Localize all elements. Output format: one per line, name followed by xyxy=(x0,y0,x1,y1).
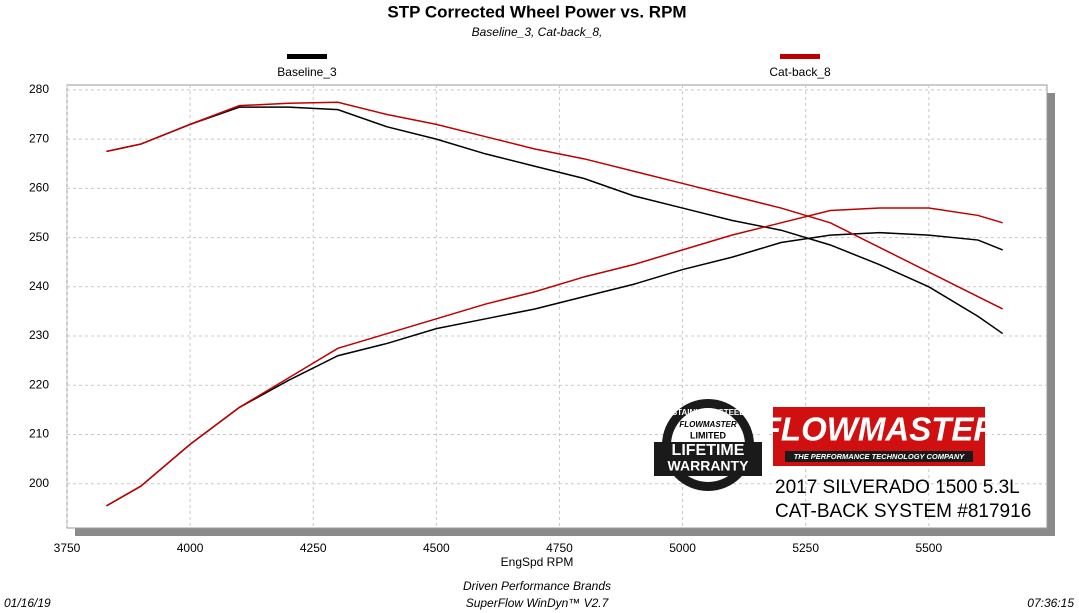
y-tick-label: 260 xyxy=(29,181,49,195)
logo-tagline: THE PERFORMANCE TECHNOLOGY COMPANY xyxy=(794,452,966,461)
flowmaster-logo: FLOWMASTER THE PERFORMANCE TECHNOLOGY CO… xyxy=(761,407,998,466)
legend-label: Baseline_3 xyxy=(277,65,337,79)
data-line xyxy=(106,106,1004,335)
warranty-badge: STAINLESS STEEL FLOWMASTER LIMITED LIFET… xyxy=(654,399,762,491)
chart-title: STP Corrected Wheel Power vs. RPM xyxy=(387,2,686,21)
badge-banner xyxy=(654,442,762,476)
legend-swatch xyxy=(780,54,820,59)
x-tick-label: 4000 xyxy=(177,541,204,555)
x-tick-label: 4750 xyxy=(546,541,573,555)
y-tick-label: 240 xyxy=(29,279,49,293)
footer: Driven Performance Brands xyxy=(463,579,611,593)
y-tick-label: 280 xyxy=(29,82,49,96)
y-tick-label: 200 xyxy=(29,476,49,490)
data-line xyxy=(106,207,1003,507)
time: 07:36:15 xyxy=(1027,596,1074,610)
badge-limited: LIMITED xyxy=(690,430,726,440)
annotation: CAT-BACK SYSTEM #817916 xyxy=(775,501,1031,522)
x-tick-label: 3750 xyxy=(54,541,81,555)
legend-label: Cat-back_8 xyxy=(769,65,831,79)
badge-ring-text: STAINLESS STEEL xyxy=(672,408,744,417)
x-tick-label: 4250 xyxy=(300,541,327,555)
x-axis-label: EngSpd RPM xyxy=(501,555,574,569)
footer: SuperFlow WinDyn™ V2.7 xyxy=(466,596,610,610)
y-tick-label: 270 xyxy=(29,131,49,145)
x-tick-label: 4500 xyxy=(423,541,450,555)
badge-brand: FLOWMASTER xyxy=(679,420,737,429)
annotation: 2017 SILVERADO 1500 5.3L xyxy=(775,477,1020,498)
x-tick-label: 5250 xyxy=(792,541,819,555)
y-tick-label: 220 xyxy=(29,377,49,391)
legend-swatch xyxy=(287,54,327,59)
chart-subtitle: Baseline_3, Cat-back_8, xyxy=(472,25,603,39)
data-line xyxy=(106,101,1004,310)
y-tick-label: 210 xyxy=(29,427,49,441)
date: 01/16/19 xyxy=(4,596,51,610)
y-tick-label: 230 xyxy=(29,328,49,342)
logo-tagline-bar xyxy=(785,451,973,462)
y-tick-label: 250 xyxy=(29,230,49,244)
x-tick-label: 5500 xyxy=(915,541,942,555)
logo-brand: FLOWMASTER xyxy=(761,411,998,448)
x-tick-label: 5000 xyxy=(669,541,696,555)
badge-lifetime: LIFETIME xyxy=(672,442,745,459)
badge-warranty: WARRANTY xyxy=(668,458,750,474)
